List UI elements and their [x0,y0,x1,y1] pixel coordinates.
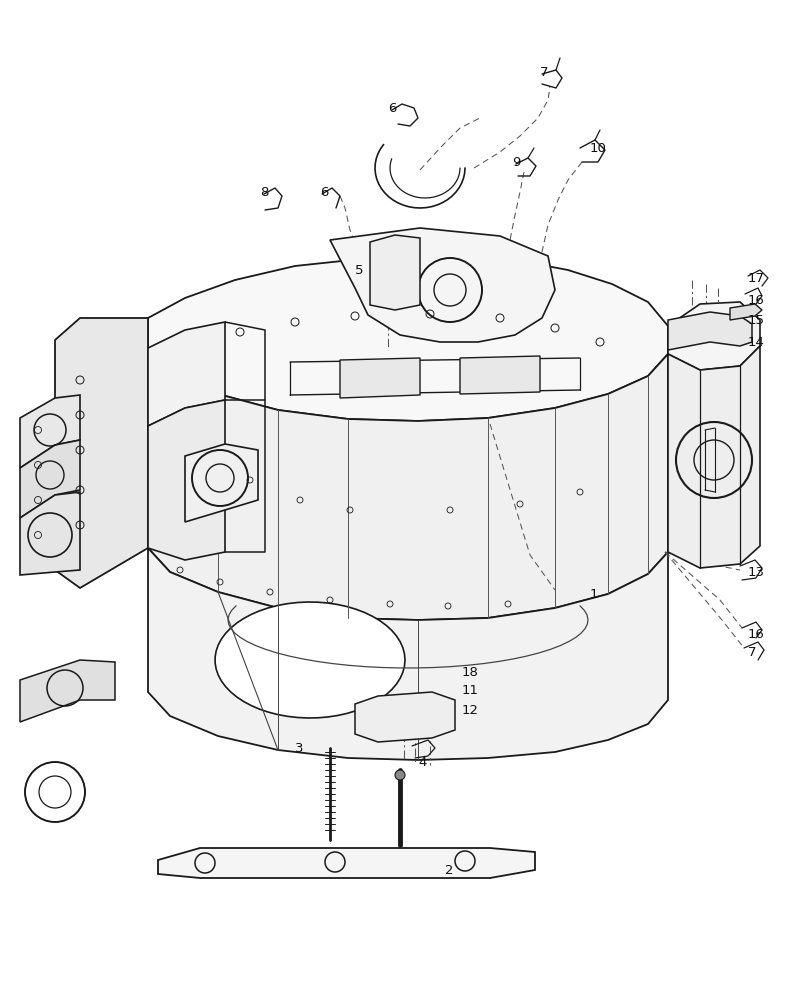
Text: 14: 14 [747,336,764,349]
Text: 15: 15 [747,314,764,326]
Polygon shape [329,228,554,342]
Text: 8: 8 [260,186,268,198]
Text: 5: 5 [354,263,363,276]
Polygon shape [354,692,454,742]
Polygon shape [667,312,751,350]
Polygon shape [148,322,225,426]
Text: 17: 17 [747,271,764,284]
Polygon shape [55,318,148,588]
Polygon shape [148,256,667,421]
Text: 1: 1 [590,588,598,601]
Text: 11: 11 [461,684,478,696]
Polygon shape [20,492,80,575]
Text: 18: 18 [461,666,478,678]
Text: 2: 2 [444,863,453,876]
Text: 9: 9 [512,155,520,168]
Text: 10: 10 [590,141,606,154]
Text: 6: 6 [388,102,396,114]
Text: 7: 7 [539,66,547,79]
Polygon shape [729,304,761,320]
Polygon shape [370,235,419,310]
Text: 3: 3 [294,742,303,754]
Polygon shape [148,400,225,560]
Polygon shape [215,602,405,718]
Circle shape [394,770,405,780]
Polygon shape [340,358,419,398]
Polygon shape [667,346,759,568]
Polygon shape [148,548,667,760]
Text: 7: 7 [747,647,756,660]
Text: 6: 6 [320,186,328,198]
Polygon shape [20,395,80,468]
Polygon shape [20,660,115,722]
Text: 4: 4 [418,756,426,768]
Text: 13: 13 [747,566,764,578]
Text: 12: 12 [461,704,478,716]
Polygon shape [460,356,539,394]
Polygon shape [185,444,258,522]
Polygon shape [148,348,667,620]
Polygon shape [667,302,759,370]
Text: 16: 16 [747,629,764,642]
Text: 16: 16 [747,294,764,306]
Polygon shape [158,848,534,878]
Polygon shape [20,440,80,518]
